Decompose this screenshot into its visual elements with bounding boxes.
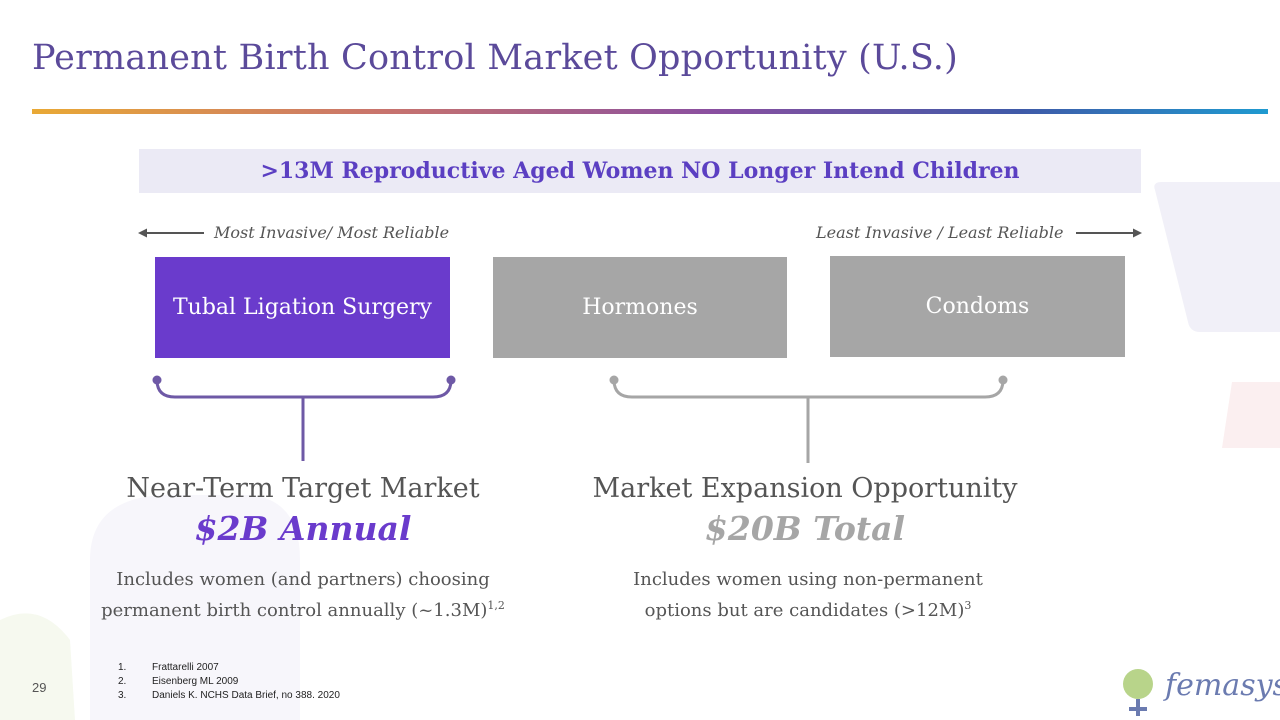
box-hormones: Hormones	[493, 257, 787, 358]
box-condoms-label: Condoms	[925, 294, 1030, 319]
near-term-value: $2B Annual	[194, 509, 412, 548]
expansion-footnote-ref: 3	[964, 599, 972, 612]
company-logo-text: femasys®	[1165, 668, 1280, 703]
near-term-desc-line1: Includes women (and partners) choosing	[116, 569, 490, 590]
box-condoms: Condoms	[830, 256, 1125, 357]
left-caption: Most Invasive/ Most Reliable	[214, 223, 450, 242]
slide-title: Permanent Birth Control Market Opportuni…	[32, 38, 958, 78]
left-bracket-connector	[152, 375, 456, 461]
expansion-heading: Market Expansion Opportunity	[592, 473, 1018, 504]
reference-item: 1. Frattarelli 2007	[118, 662, 219, 673]
expansion-desc-line1: Includes women using non-permanent	[633, 569, 983, 590]
left-arrow-icon	[138, 228, 204, 238]
reference-item: 2. Eisenberg ML 2009	[118, 676, 239, 687]
headline-banner: >13M Reproductive Aged Women NO Longer I…	[139, 149, 1141, 193]
expansion-value: $20B Total	[704, 509, 906, 548]
expansion-description: Includes women using non-permanent optio…	[578, 567, 1038, 624]
banner-text: >13M Reproductive Aged Women NO Longer I…	[260, 158, 1020, 184]
near-term-heading: Near-Term Target Market	[126, 473, 480, 504]
reference-item: 3. Daniels K. NCHS Data Brief, no 388. 20…	[118, 690, 340, 701]
right-caption: Least Invasive / Least Reliable	[816, 223, 1064, 242]
near-term-footnote-ref: 1,2	[487, 599, 505, 612]
near-term-desc-line2: permanent birth control annually (~1.3M)…	[101, 599, 505, 621]
box-tubal-ligation: Tubal Ligation Surgery	[155, 257, 450, 358]
page-number: 29	[32, 680, 47, 695]
right-arrow-icon	[1076, 228, 1142, 238]
femasys-logo-icon	[1123, 669, 1153, 716]
expansion-desc-line2: options but are candidates (>12M)3	[644, 599, 972, 621]
right-bracket-connector	[609, 375, 1008, 463]
near-term-description: Includes women (and partners) choosing p…	[73, 567, 533, 624]
box-hormones-label: Hormones	[582, 295, 698, 320]
title-gradient-rule	[32, 109, 1268, 114]
references-list: 1. Frattarelli 2007 2. Eisenberg ML 2009 3…	[118, 662, 340, 704]
box-tubal-ligation-label: Tubal Ligation Surgery	[172, 295, 432, 320]
